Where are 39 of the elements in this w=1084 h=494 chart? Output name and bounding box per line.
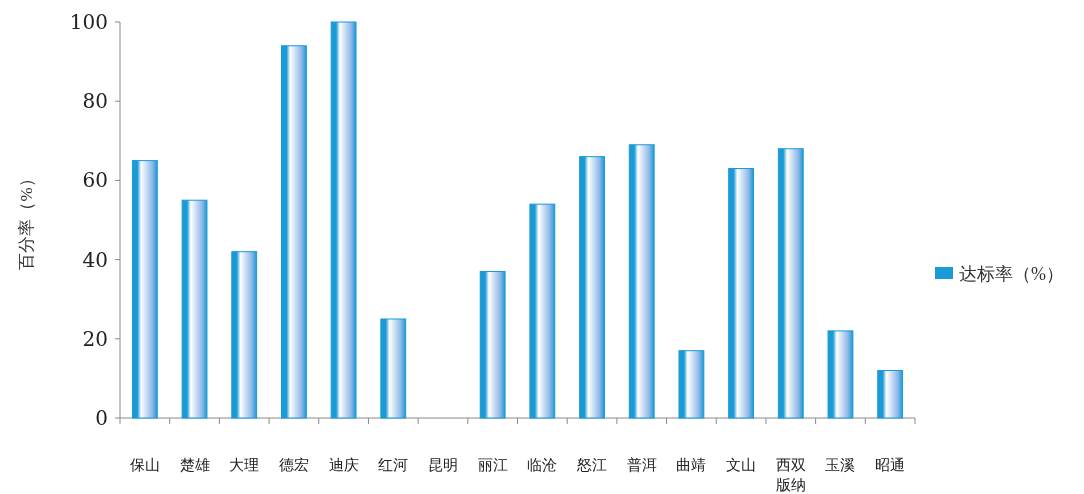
x-tick-label: 昆明 (427, 457, 458, 473)
x-tick-label: 临沧 (527, 457, 558, 473)
x-tick-label: 曲靖 (676, 457, 707, 473)
bar (231, 251, 258, 419)
x-tick-label: 丽江 (477, 457, 508, 473)
y-axis-title: 百分率（%） (17, 170, 36, 270)
x-tick-label: 大理 (229, 457, 260, 473)
bar (827, 330, 854, 419)
x-tick-label: 怒江 (576, 457, 608, 473)
x-tick-label: 楚雄 (179, 457, 210, 473)
bar (678, 350, 705, 419)
y-tick-label: 100 (69, 10, 108, 34)
bar (529, 203, 556, 419)
legend-label: 达标率（%） (959, 264, 1064, 284)
bar (280, 45, 307, 419)
bar (579, 156, 605, 419)
bar (728, 168, 755, 419)
y-tick-label: 0 (95, 406, 108, 430)
bar (181, 199, 208, 419)
bar (628, 144, 655, 419)
x-tick-label: 德宏 (278, 457, 309, 473)
bar (380, 318, 407, 419)
x-tick-label: 迪庆 (328, 457, 359, 473)
bar (777, 148, 804, 419)
bar (479, 270, 506, 419)
x-tick-label: 保山 (129, 457, 160, 473)
bar (131, 160, 158, 419)
bar (877, 369, 904, 419)
x-tick-label: 红河 (378, 457, 409, 473)
x-tick-label: 普洱 (626, 457, 657, 473)
x-tick-label: 文山 (726, 457, 757, 473)
bar (330, 21, 357, 419)
y-tick-label: 60 (82, 168, 108, 193)
y-tick-label: 20 (82, 326, 108, 351)
x-tick-label: 西双版纳 (775, 457, 806, 493)
x-tick-label: 玉溪 (825, 457, 856, 473)
y-tick-label: 40 (82, 247, 108, 272)
y-tick-label: 80 (82, 89, 108, 114)
x-tick-label: 昭通 (875, 457, 906, 473)
